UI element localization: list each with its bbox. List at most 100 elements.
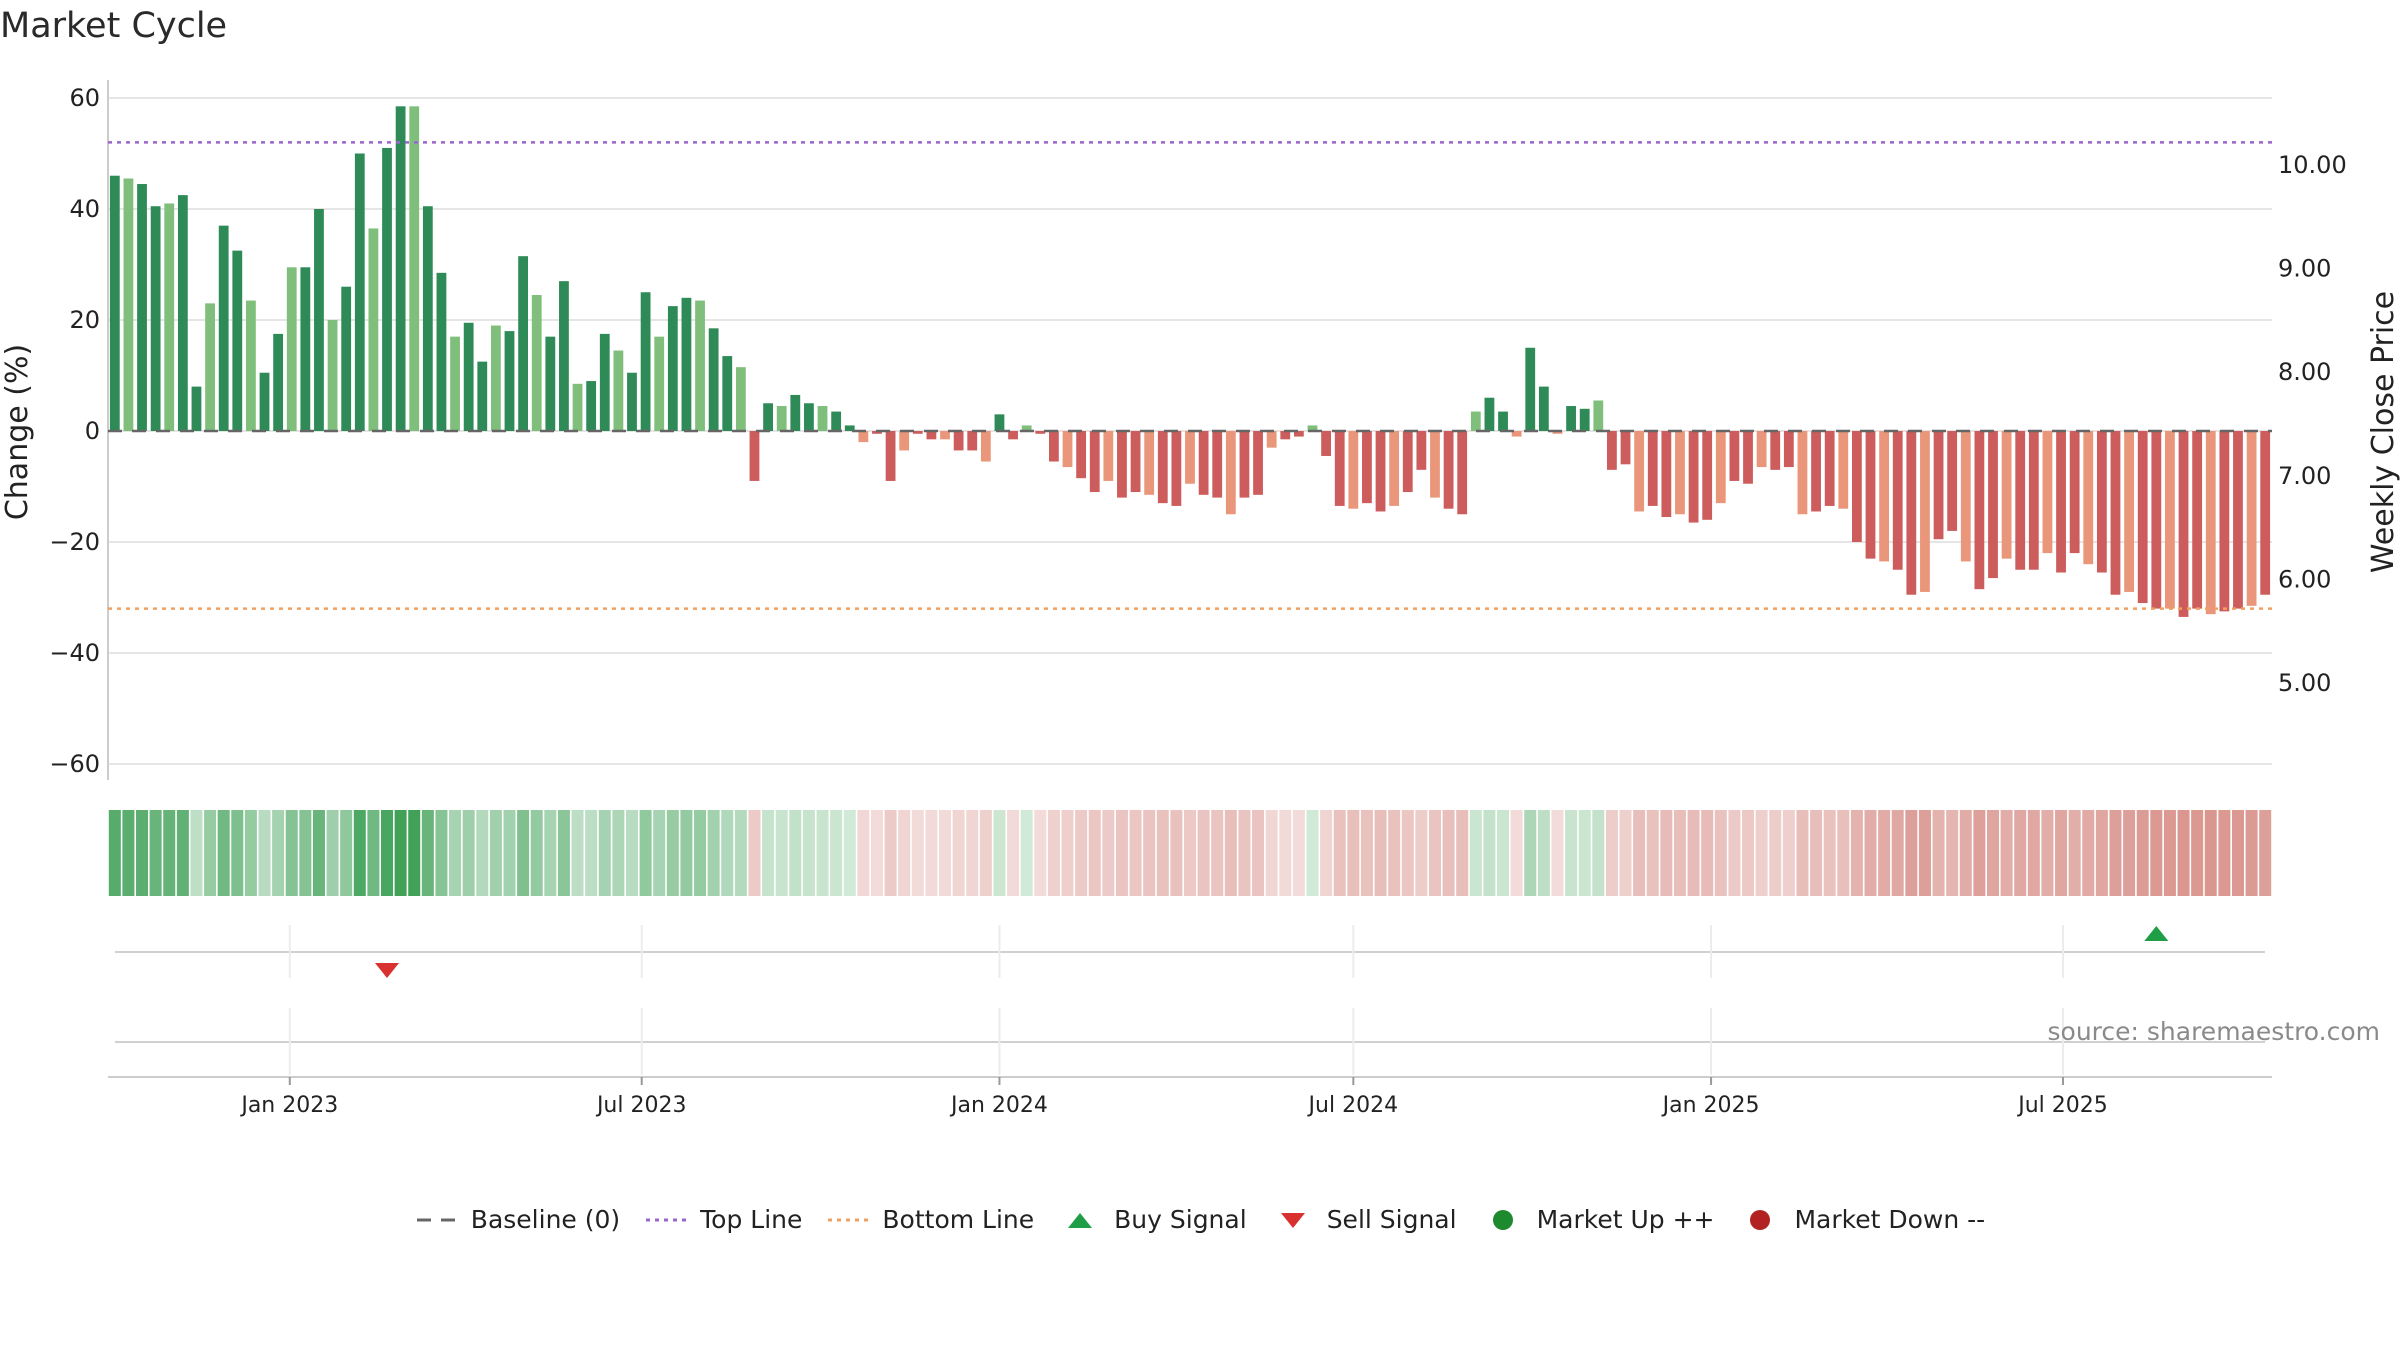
legend-label: Bottom Line (882, 1205, 1035, 1234)
bar (1416, 431, 1427, 470)
heat-cell (1823, 810, 1836, 896)
bar (1729, 431, 1740, 481)
bar (613, 350, 624, 431)
heat-cell (2055, 810, 2068, 896)
bar (1389, 431, 1400, 506)
bar (137, 184, 147, 431)
heat-cell (1469, 810, 1482, 896)
bar (667, 306, 678, 431)
bar (586, 381, 597, 431)
bar (1062, 431, 1073, 468)
heat-cell (993, 810, 1006, 896)
bar (1865, 431, 1876, 559)
bar (1811, 431, 1821, 512)
bar (994, 414, 1005, 431)
heat-cell (1265, 810, 1278, 896)
x-tick-label: Jan 2024 (949, 1093, 1048, 1118)
heat-cell (1360, 810, 1373, 896)
legend-label: Baseline (0) (470, 1205, 621, 1234)
heat-cell (1415, 810, 1428, 896)
heat-cell (272, 810, 285, 896)
heat-cell (870, 810, 883, 896)
heat-cell (1714, 810, 1727, 896)
heat-cell (748, 810, 761, 896)
legend-item: Sell Signal (1271, 1205, 1457, 1234)
bar (599, 333, 610, 431)
bar (572, 383, 583, 431)
heat-cell (1578, 810, 1591, 896)
bar (899, 431, 910, 451)
heat-cell (816, 810, 829, 896)
bar (1239, 431, 1250, 498)
heat-cell (2218, 810, 2231, 896)
heat-cell (176, 810, 189, 896)
bar (1770, 431, 1781, 470)
bar (382, 147, 392, 431)
bar (1511, 431, 1522, 437)
bar (722, 356, 733, 431)
bar (1293, 431, 1304, 437)
y-tick-label: −40 (49, 639, 100, 667)
heat-cell (299, 810, 312, 896)
bar (1375, 431, 1386, 512)
heat-cell (2109, 810, 2122, 896)
bar (1157, 431, 1168, 504)
heat-cell (666, 810, 679, 896)
heat-cell (1619, 810, 1632, 896)
heat-cell (1115, 810, 1128, 896)
bar (1906, 431, 1917, 595)
bar (232, 250, 243, 431)
y-axis-right-ticks: 10.00 9.00 8.00 7.00 6.00 5.00 (2278, 151, 2347, 697)
heat-cell (149, 810, 162, 896)
heat-cell (694, 810, 707, 896)
bar (2260, 431, 2271, 595)
bar (218, 225, 229, 431)
heat-cell (1388, 810, 1401, 896)
bar (2001, 431, 2012, 559)
bar (1743, 431, 1753, 484)
source-text: source: sharemaestro.com (2048, 1017, 2381, 1046)
heat-cell (1551, 810, 1564, 896)
legend-item: Bottom Line (826, 1205, 1034, 1234)
heat-strip (108, 810, 2272, 896)
heat-cell (1605, 810, 1618, 896)
heat-cell (585, 810, 598, 896)
heat-cell (530, 810, 543, 896)
bar (2124, 431, 2134, 592)
heat-cell (340, 810, 353, 896)
heat-cell (489, 810, 502, 896)
heat-cell (1034, 810, 1047, 896)
bar (1076, 431, 1087, 479)
bar (1538, 386, 1549, 431)
circle-icon (1492, 1209, 1513, 1230)
y-axis-left-label: Change (%) (0, 344, 35, 520)
heat-cell (1918, 810, 1931, 896)
heat-cell (1864, 810, 1877, 896)
bar (1525, 347, 1536, 431)
y-tick-label: 40 (69, 195, 100, 223)
heat-cell (1483, 810, 1496, 896)
bar (640, 292, 651, 431)
heat-cell (789, 810, 802, 896)
bar (1920, 431, 1930, 592)
bar (1688, 431, 1699, 523)
bar (1307, 425, 1318, 431)
bar (735, 367, 746, 431)
heat-cell (285, 810, 298, 896)
heat-cell (517, 810, 530, 896)
bar (1756, 431, 1767, 468)
bar (2246, 431, 2257, 606)
bar (150, 206, 161, 431)
x-tick-label: Jan 2023 (239, 1093, 338, 1118)
bar (1974, 431, 1985, 590)
heat-cell (721, 810, 734, 896)
heat-cell (1633, 810, 1646, 896)
bar (1960, 431, 1971, 562)
heat-cell (1047, 810, 1060, 896)
chart-title: Market Cycle (0, 6, 228, 46)
heat-cell (1782, 810, 1795, 896)
heat-cell (1891, 810, 1904, 896)
triangle-up-icon (1068, 1212, 1093, 1228)
bar (1824, 431, 1835, 506)
y-right-tick-label: 7.00 (2278, 462, 2331, 490)
